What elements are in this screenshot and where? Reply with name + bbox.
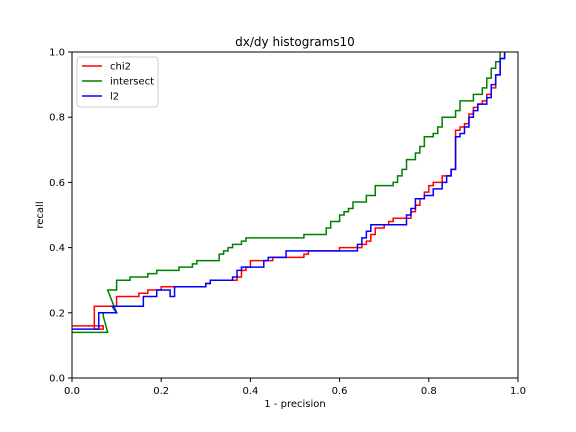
x-tick-label: 0.2: [153, 386, 169, 397]
y-tick-label: 0.2: [49, 308, 65, 319]
y-tick-label: 0.4: [49, 243, 65, 254]
legend-label-l2: l2: [110, 92, 119, 103]
legend-label-chi2: chi2: [110, 62, 131, 73]
x-tick-label: 0.8: [421, 386, 437, 397]
plot-area: [72, 52, 506, 334]
y-tick-label: 0.0: [49, 374, 65, 385]
series-line-l2: [72, 52, 506, 330]
x-tick-label: 0.0: [64, 386, 80, 397]
series-line-intersect: [72, 52, 501, 334]
x-tick-label: 1.0: [510, 386, 526, 397]
legend-label-intersect: intersect: [110, 77, 154, 88]
legend-box: [76, 56, 159, 108]
chart-title: dx/dy histograms10: [235, 35, 355, 49]
legend: chi2 intersect l2: [76, 56, 159, 108]
x-axis-label: 1 - precision: [264, 399, 325, 410]
x-tick-label: 0.4: [242, 386, 258, 397]
y-axis: 0.0 0.2 0.4 0.6 0.8 1.0: [49, 48, 72, 385]
y-tick-label: 0.6: [49, 178, 65, 189]
y-axis-label: recall: [35, 201, 46, 228]
x-axis: 0.0 0.2 0.4 0.6 0.8 1.0: [64, 378, 526, 397]
x-tick-label: 0.6: [332, 386, 348, 397]
y-tick-label: 0.8: [49, 113, 65, 124]
plot-frame: [71, 51, 519, 379]
y-tick-label: 1.0: [49, 48, 65, 59]
